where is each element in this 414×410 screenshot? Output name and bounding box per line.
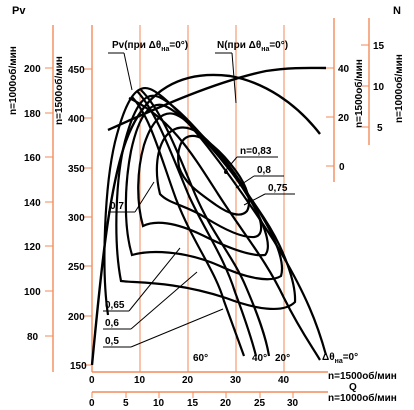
angle-label-60: 60° [193, 353, 208, 364]
angle-label-20: 20° [275, 353, 290, 364]
pv-1500-tick-350: 350 [68, 164, 85, 175]
n-curve [107, 66, 327, 132]
q-1000-tick-20: 20 [220, 398, 232, 409]
efficiency-0-6 [115, 94, 297, 310]
q-1500-tick-30: 30 [230, 375, 242, 386]
q-1500-tick-40: 40 [278, 375, 290, 386]
operating-curves [90, 66, 327, 366]
bottom-axes: 0 10 20 30 40 0 5 10 15 20 25 30 n=1500о… [89, 366, 397, 409]
q-1500-tick-0: 0 [89, 375, 95, 386]
efficiency-0-5 [103, 86, 328, 356]
n-1500-tick-0: 0 [339, 162, 345, 173]
delta-label: Δθна=0° [322, 352, 358, 365]
efficiency-label-0-7: 0,7 [110, 201, 124, 212]
right-axis-1500-label: n=1500об/мин [353, 59, 365, 128]
bottom-axis-1500-label: n=1500об/мин [328, 370, 397, 382]
pv-1500-tick-150: 150 [70, 361, 87, 372]
n-1000-tick-15: 15 [373, 41, 385, 52]
n-1000-tick-5: 5 [377, 123, 383, 134]
blade-angle-20 [140, 89, 271, 357]
pv-1000-tick-140: 140 [24, 198, 41, 209]
q-1500-tick-10: 10 [134, 375, 146, 386]
pv-ticks-1000: 80 100 120 140 160 180 200 [24, 64, 53, 343]
q-1000-tick-10: 10 [153, 398, 165, 409]
efficiency-label-0-83: n=0,83 [240, 146, 272, 157]
efficiency-label-0-75: 0,75 [268, 183, 288, 194]
q-1000-tick-30: 30 [287, 398, 299, 409]
right-axes: N n=1500об/мин n=1000об/мин 0 20 40 5 10… [326, 5, 405, 182]
q-ticks-1500: 0 10 20 30 40 [89, 366, 290, 386]
n-axis-title: N [393, 5, 401, 17]
efficiency-0-7 [137, 112, 269, 257]
n-1000-tick-10: 10 [373, 82, 385, 93]
efficiency-label-0-8: 0,8 [257, 165, 271, 176]
annotation-labels: Pv(при Δθна=0°) N(при Δθна=0°) Δθна=0° n… [105, 40, 358, 365]
efficiency-label-0-65: 0,65 [105, 300, 125, 311]
efficiency-peak-marker [224, 170, 228, 174]
blade-angle-curves [128, 89, 321, 361]
pv-curve [90, 73, 321, 366]
pv-1500-tick-450: 450 [68, 65, 85, 76]
q-1000-tick-5: 5 [123, 398, 129, 409]
n-curve-label: N(при Δθна=0°) [217, 40, 288, 53]
left-axis-1000-label: n=1000об/мин [7, 46, 19, 115]
angle-label-40: 40° [252, 353, 267, 364]
grid [139, 25, 285, 372]
pv-curve-label: Pv(при Δθна=0°) [112, 40, 188, 53]
blade-angle-0 [128, 97, 321, 361]
pv-axis-title: Pv [12, 5, 26, 17]
pv-1000-tick-120: 120 [24, 242, 41, 253]
n-1500-tick-40: 40 [338, 64, 350, 75]
n-ticks-1000: 5 10 15 [361, 41, 385, 134]
q-1500-tick-20: 20 [182, 375, 194, 386]
q-ticks-1000: 0 5 10 15 20 25 30 [89, 392, 299, 409]
pv-1500-tick-250: 250 [68, 262, 85, 273]
efficiency-contours [103, 86, 328, 356]
blade-angle-40 [136, 90, 258, 357]
pv-1000-tick-200: 200 [24, 64, 41, 75]
pv-1000-tick-80: 80 [27, 332, 39, 343]
pv-ticks-1500: 150 200 250 300 350 400 450 [68, 65, 92, 372]
pv-1500-tick-400: 400 [68, 114, 85, 125]
left-axes: Pv n=1000об/мин n=1500об/мин 80 100 120 … [7, 5, 93, 372]
efficiency-label-0-5: 0,5 [105, 336, 119, 347]
efficiency-0-8 [177, 134, 251, 216]
blade-angle-60 [131, 96, 246, 357]
pv-1000-tick-180: 180 [24, 109, 41, 120]
pv-1500-tick-200: 200 [68, 312, 85, 323]
q-axis-title: Q [349, 382, 357, 393]
q-1000-tick-25: 25 [254, 398, 266, 409]
pv-1000-tick-160: 160 [24, 153, 41, 164]
n-ticks-1500: 0 20 40 [326, 64, 350, 173]
pv-1000-tick-100: 100 [24, 287, 41, 298]
left-axis-1500-label: n=1500об/мин [53, 56, 65, 125]
q-1000-tick-0: 0 [89, 398, 95, 409]
efficiency-label-0-6: 0,6 [105, 318, 119, 329]
right-axis-1000-label: n=1000об/мин [393, 54, 405, 123]
n-1500-tick-20: 20 [338, 113, 350, 124]
q-1000-tick-15: 15 [187, 398, 199, 409]
bottom-axis-1000-label: n=1000об/мин [328, 392, 397, 404]
pv-1500-tick-300: 300 [68, 213, 85, 224]
